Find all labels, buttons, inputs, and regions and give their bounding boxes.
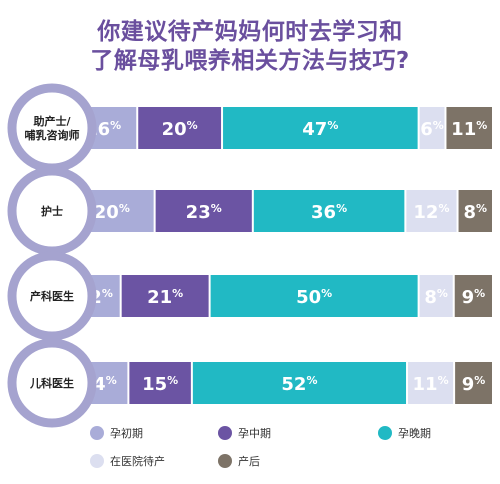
bar-2-2 [155,190,252,232]
bar-2-3 [253,190,405,232]
bar-3-2 [121,275,209,317]
bar-2-4 [406,190,457,232]
data-label-3-5: 9% [462,287,486,308]
data-label-4-5: 9% [462,374,486,395]
category-circle-1 [7,83,97,173]
data-label-3-2: 21% [147,287,183,308]
data-label-4-3: 52% [281,374,317,395]
category-label-3: 产科医生 [30,289,74,303]
bar-1-2 [138,107,222,149]
category-circle-2 [7,166,97,256]
data-label-1-2: 20% [162,119,198,140]
data-label-2-3: 36% [311,202,347,223]
bar-2-5 [458,190,492,232]
chart-title-line-1: 你建议待产妈妈何时去学习和 [97,19,403,45]
category-label-2: 护士 [41,204,63,218]
data-label-3-4: 8% [424,287,448,308]
data-label-2-1: 20% [94,202,130,223]
bar-1-5 [446,107,492,149]
data-label-1-4: 6% [420,119,444,140]
data-label-3-3: 50% [296,287,332,308]
data-label-1-5: 11% [451,119,487,140]
data-label-4-2: 15% [142,374,178,395]
category-label-4: 儿科医生 [29,376,74,390]
chart-title: 你建议待产妈妈何时去学习和 了解母乳喂养相关方法与技巧? [0,18,500,76]
bar-4-3 [192,362,407,404]
bar-3-5 [454,275,492,317]
category-circle-4 [7,338,97,428]
data-label-2-5: 8% [463,202,487,223]
data-label-2-2: 23% [186,202,222,223]
category-circle-3 [7,251,97,341]
bar-1-4 [419,107,445,149]
bar-4-2 [129,362,191,404]
bar-3-4 [419,275,453,317]
bar-1-3 [223,107,418,149]
chart-title-line-2: 了解母乳喂养相关方法与技巧? [90,48,410,74]
data-label-1-3: 47% [302,119,338,140]
data-label-2-4: 12% [413,202,449,223]
bar-4-5 [455,362,492,404]
category-label-1: 助产士/哺乳咨询师 [25,114,80,142]
data-label-4-4: 11% [413,374,449,395]
bar-3-3 [210,275,418,317]
bar-4-4 [408,362,454,404]
